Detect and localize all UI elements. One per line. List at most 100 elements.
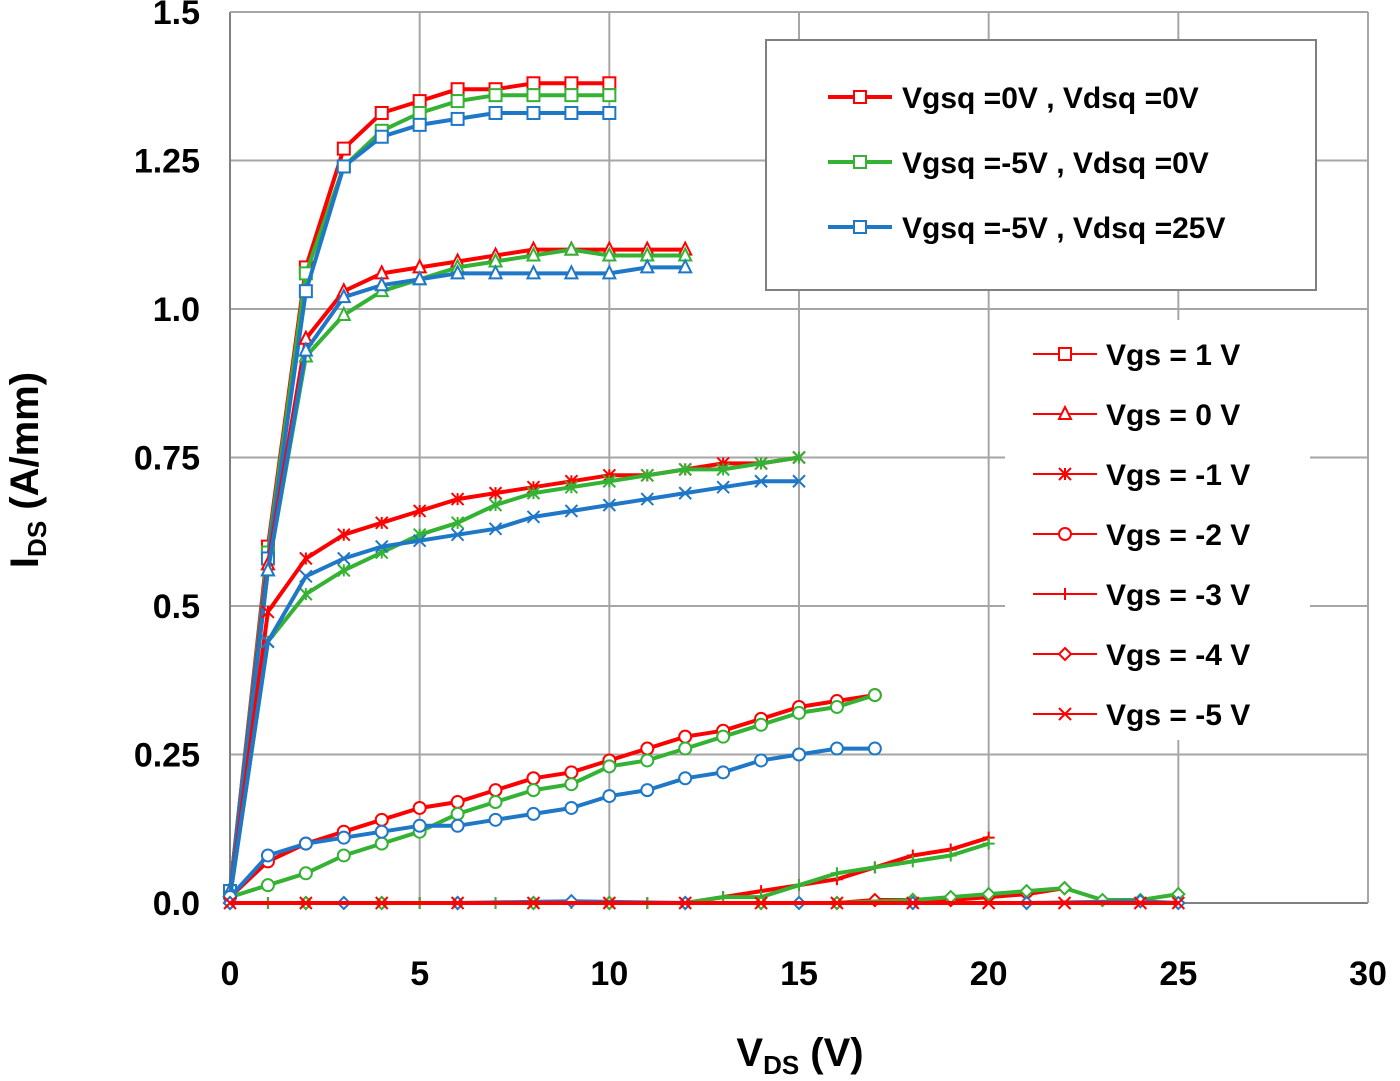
marker-star [1058,467,1072,481]
marker-x [602,896,617,910]
marker-x [754,474,768,488]
marker-square [488,105,503,120]
marker-x [640,492,654,506]
legend-marker-label: Vgs = 0 V [1106,399,1240,432]
x-tick-label: 10 [590,955,628,993]
marker-circle [450,818,465,833]
marker-circle [867,741,882,756]
marker-triangle [601,264,617,280]
legend-marker-label: Vgs = -3 V [1106,579,1250,612]
marker-circle [564,800,579,815]
marker-circle [488,795,503,810]
legend-markers: Vgs = 1 V Vgs = 0 V Vgs = -1 V Vgs = -2 V Vg… [1005,320,1310,740]
marker-triangle [563,264,580,280]
marker-star [261,605,275,619]
marker-triangle [298,341,314,357]
marker-circle [336,848,351,863]
marker-square [412,117,427,132]
marker-square [450,111,465,126]
marker-plus [906,855,919,868]
y-tick-label: 0.0 [153,885,200,923]
series-line [228,455,800,898]
marker-circle [450,806,465,821]
marker-star [375,516,389,530]
series-vgs-2-v-0v-0v- [223,688,882,905]
x-tick-label: 0 [221,955,240,993]
marker-square [336,159,351,174]
x-tick-label: 20 [970,955,1008,993]
marker-triangle [412,270,428,286]
series-vgs-0-v-5v-25v- [222,258,693,898]
marker-x [526,510,541,524]
legend-marker-label: Vgs = 1 V [1106,339,1240,372]
y-tick-label: 1.0 [153,291,200,329]
marker-diamond [981,886,997,902]
marker-circle [450,795,465,810]
marker-x [450,896,465,910]
marker-circle [526,806,541,821]
y-tick-label: 0.25 [134,737,200,775]
marker-star [716,462,730,477]
marker-square [853,220,867,234]
marker-triangle [525,246,542,262]
marker-x [1057,896,1072,910]
marker-square [374,105,389,120]
marker-triangle [1057,404,1073,420]
marker-circle [1058,527,1072,541]
marker-circle [792,747,806,762]
legend-markers-box [1005,320,1310,740]
legend-condition-label: Vgsq =-5V , Vdsq =25V [902,212,1225,245]
marker-plus [830,867,843,880]
series-line [228,455,800,898]
marker-star [564,480,579,494]
marker-square [602,105,617,120]
marker-diamond [1057,880,1072,896]
marker-x [526,896,541,910]
marker-x [906,896,920,910]
marker-circle [374,824,389,839]
marker-circle [829,699,844,714]
marker-circle [374,812,389,827]
marker-plus [868,861,881,874]
marker-triangle [601,246,617,262]
marker-circle [792,705,806,720]
y-tick-label: 0.5 [153,588,200,626]
marker-square [488,88,503,103]
marker-x [754,896,768,910]
marker-star [488,498,503,512]
marker-circle [678,729,693,744]
marker-x [488,522,503,536]
marker-star [792,450,806,465]
marker-circle [602,789,617,804]
series-line [228,479,799,898]
marker-square [564,88,579,103]
marker-square [526,76,541,91]
marker-star [337,528,351,542]
marker-x [261,634,275,649]
marker-circle [640,741,655,756]
marker-x [678,486,692,500]
marker-star [488,486,503,500]
marker-x [1133,896,1148,910]
marker-star [299,587,313,601]
marker-circle [829,741,844,756]
marker-x [1058,707,1072,721]
marker-circle [260,878,275,893]
marker-circle [678,771,693,786]
marker-star [754,456,768,471]
marker-square [450,82,465,97]
legend-conditions: Vgsq =0V , Vdsq =0V Vgsq =-5V , Vdsq =0V V… [765,39,1317,291]
marker-x [299,569,313,584]
marker-triangle [449,264,466,280]
marker-circle [298,866,313,881]
marker-plus [793,879,805,892]
marker-square [526,88,541,103]
marker-triangle [677,258,693,274]
series-vgs-2-v-5v-0v- [223,688,882,905]
series-line [228,693,876,899]
series-vgs-5-v-5v-25v- [223,474,806,904]
marker-circle [260,848,275,863]
marker-plus [982,837,995,850]
marker-circle [640,783,655,798]
